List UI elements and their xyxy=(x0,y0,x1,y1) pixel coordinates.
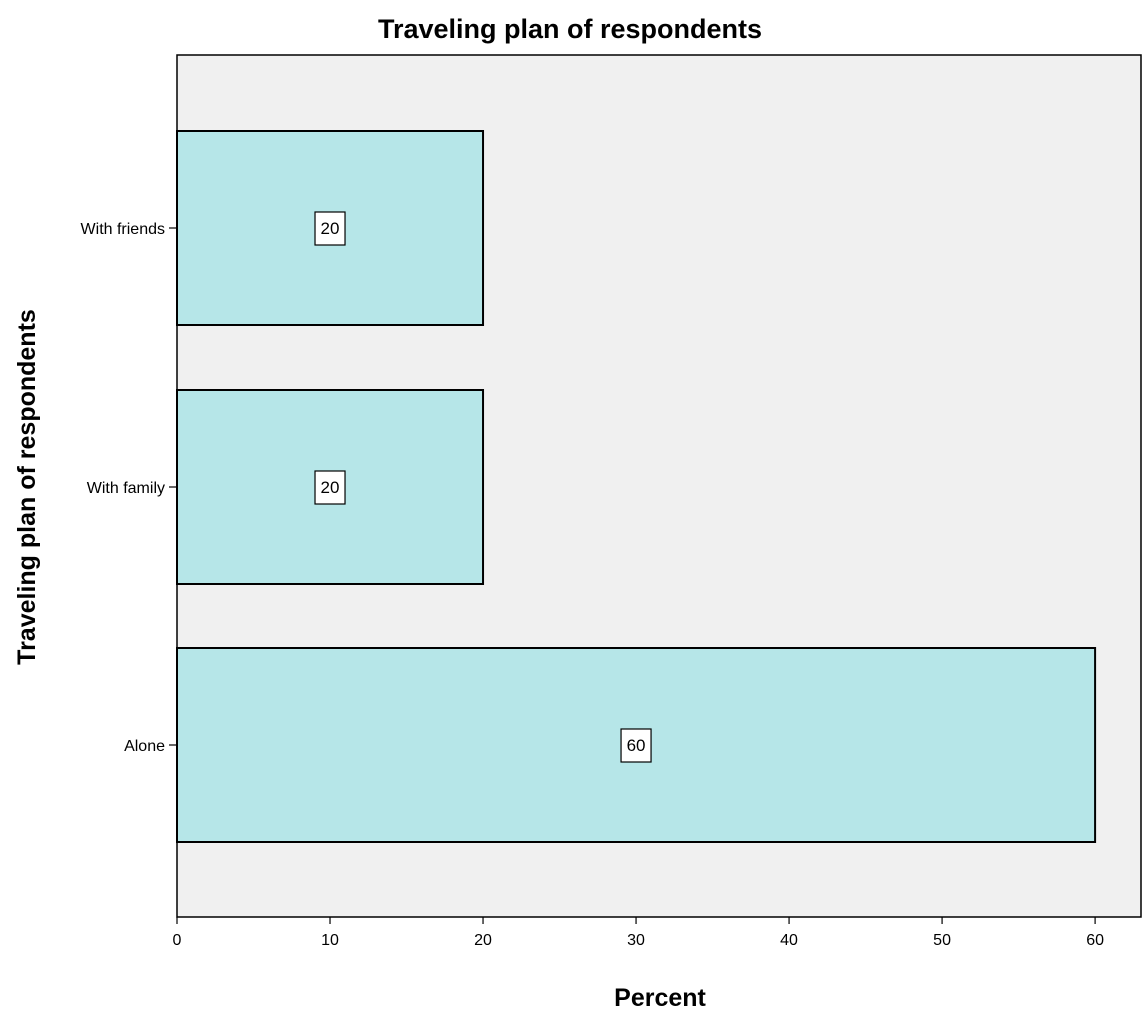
data-label-box xyxy=(314,211,346,246)
data-label-box xyxy=(620,728,652,763)
bars-layer: 20 20 60 xyxy=(176,130,1097,843)
x-tick-label: 20 xyxy=(474,932,492,949)
x-tick-label: 60 xyxy=(1086,932,1104,949)
x-axis: 0 10 20 30 40 50 60 xyxy=(173,917,1104,949)
y-axis: With friends With family Alone xyxy=(81,221,177,755)
data-label-box xyxy=(314,470,346,505)
x-tick-label: 40 xyxy=(780,932,798,949)
y-axis-title: Traveling plan of respondents xyxy=(13,309,41,665)
x-tick-label: 50 xyxy=(933,932,951,949)
x-axis-title: Percent xyxy=(614,984,706,1012)
y-tick-label: With friends xyxy=(81,221,165,238)
data-label: 60 xyxy=(627,736,646,755)
y-tick-label: Alone xyxy=(124,738,165,755)
y-tick-label: With family xyxy=(87,480,165,497)
x-tick-label: 10 xyxy=(321,932,339,949)
data-label: 20 xyxy=(321,219,340,238)
chart-title: Traveling plan of respondents xyxy=(378,14,762,44)
x-tick-label: 0 xyxy=(173,932,182,949)
x-tick-label: 30 xyxy=(627,932,645,949)
data-label: 20 xyxy=(321,478,340,497)
